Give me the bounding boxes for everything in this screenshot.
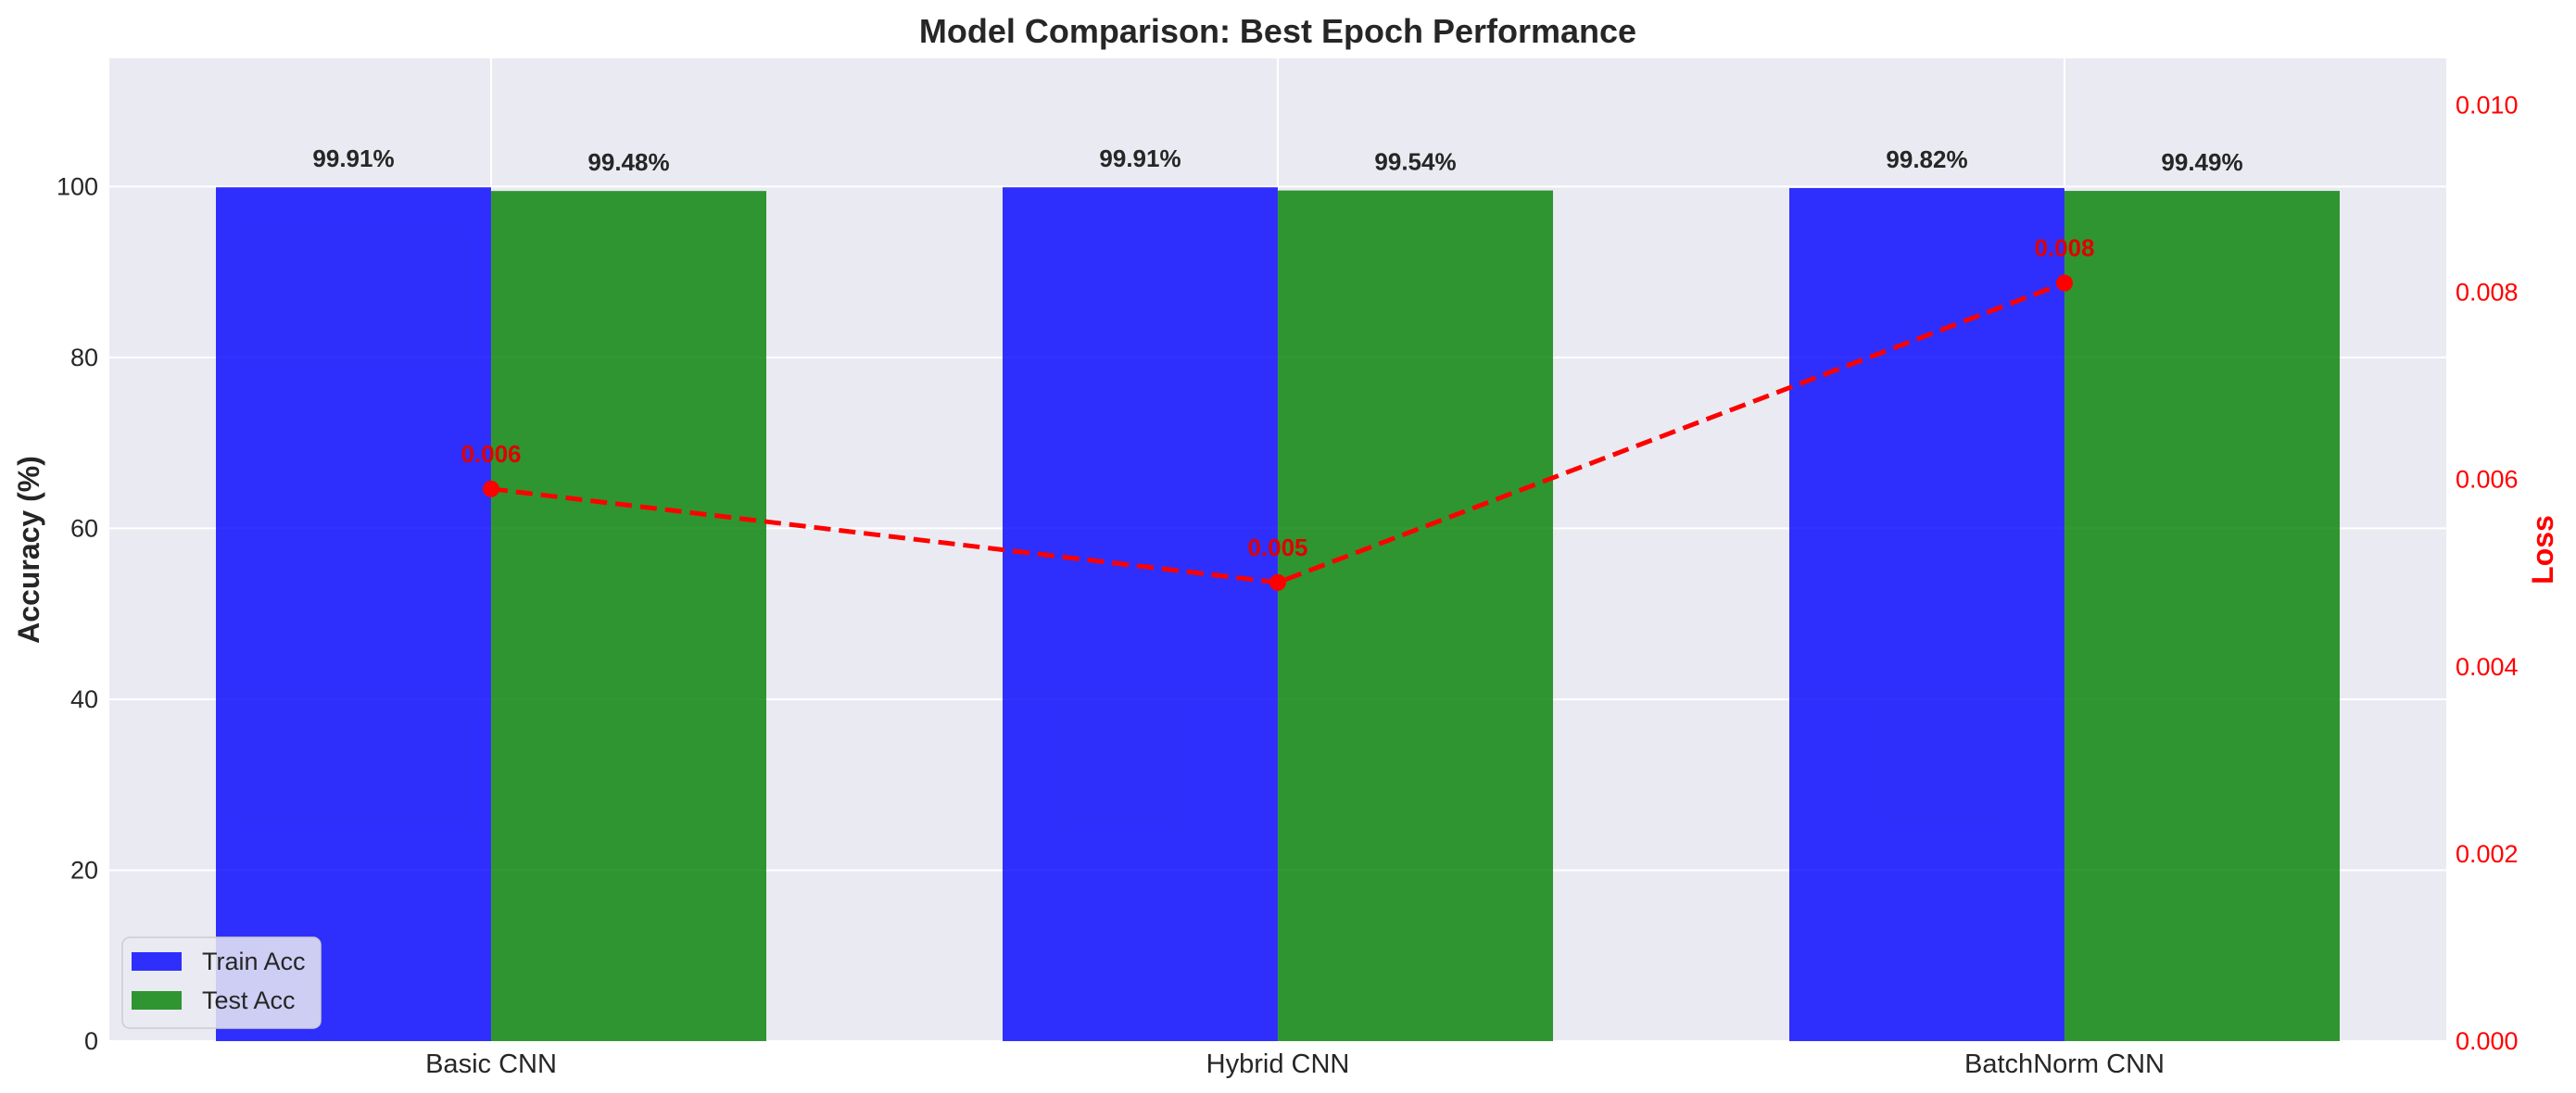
y2-tick-label: 0.000 <box>2456 1027 2519 1055</box>
y-tick-label: 40 <box>70 685 98 713</box>
y-tick-label: 0 <box>84 1027 98 1055</box>
y2-tick-label: 0.010 <box>2456 92 2519 119</box>
y-tick-label: 100 <box>57 172 98 200</box>
y2-tick-label: 0.004 <box>2456 653 2519 681</box>
bar-value-label: 99.48% <box>587 148 669 176</box>
loss-value-label: 0.008 <box>2034 234 2094 262</box>
bar-value-label: 99.54% <box>1374 148 1456 176</box>
y2-tick-label: 0.008 <box>2456 279 2519 307</box>
bar-value-label: 99.49% <box>2161 148 2242 176</box>
bar-value-label: 99.91% <box>1099 144 1181 172</box>
y-axis-label: Accuracy (%) <box>12 456 45 644</box>
y-tick-label: 20 <box>70 856 98 884</box>
y2-tick-label: 0.006 <box>2456 466 2519 494</box>
y-tick-label: 60 <box>70 514 98 542</box>
bar-test-acc <box>2065 191 2340 1041</box>
legend-label: Train Acc <box>202 948 306 975</box>
y-tick-label: 80 <box>70 344 98 371</box>
x-tick-label: BatchNorm CNN <box>1964 1049 2165 1079</box>
bar-test-acc <box>1278 190 1553 1041</box>
loss-point <box>1269 573 1286 591</box>
chart-title: Model Comparison: Best Epoch Performance <box>919 12 1636 50</box>
loss-point <box>2056 274 2073 292</box>
bar-test-acc <box>491 191 766 1042</box>
x-tick-label: Basic CNN <box>425 1049 557 1079</box>
bar-train-acc <box>1789 188 2065 1041</box>
bar-value-label: 99.91% <box>312 144 394 172</box>
legend-swatch <box>132 991 182 1010</box>
loss-point <box>483 480 499 497</box>
y2-axis-label: Loss <box>2526 515 2559 584</box>
x-tick-label: Hybrid CNN <box>1206 1049 1350 1079</box>
bar-train-acc <box>1003 187 1278 1041</box>
legend-label: Test Acc <box>202 986 296 1014</box>
y2-tick-label: 0.002 <box>2456 840 2519 868</box>
bar-train-acc <box>216 187 491 1041</box>
loss-value-label: 0.005 <box>1247 534 1307 561</box>
loss-value-label: 0.006 <box>461 440 521 468</box>
bar-value-label: 99.82% <box>1886 145 1967 173</box>
legend-swatch <box>132 952 182 971</box>
